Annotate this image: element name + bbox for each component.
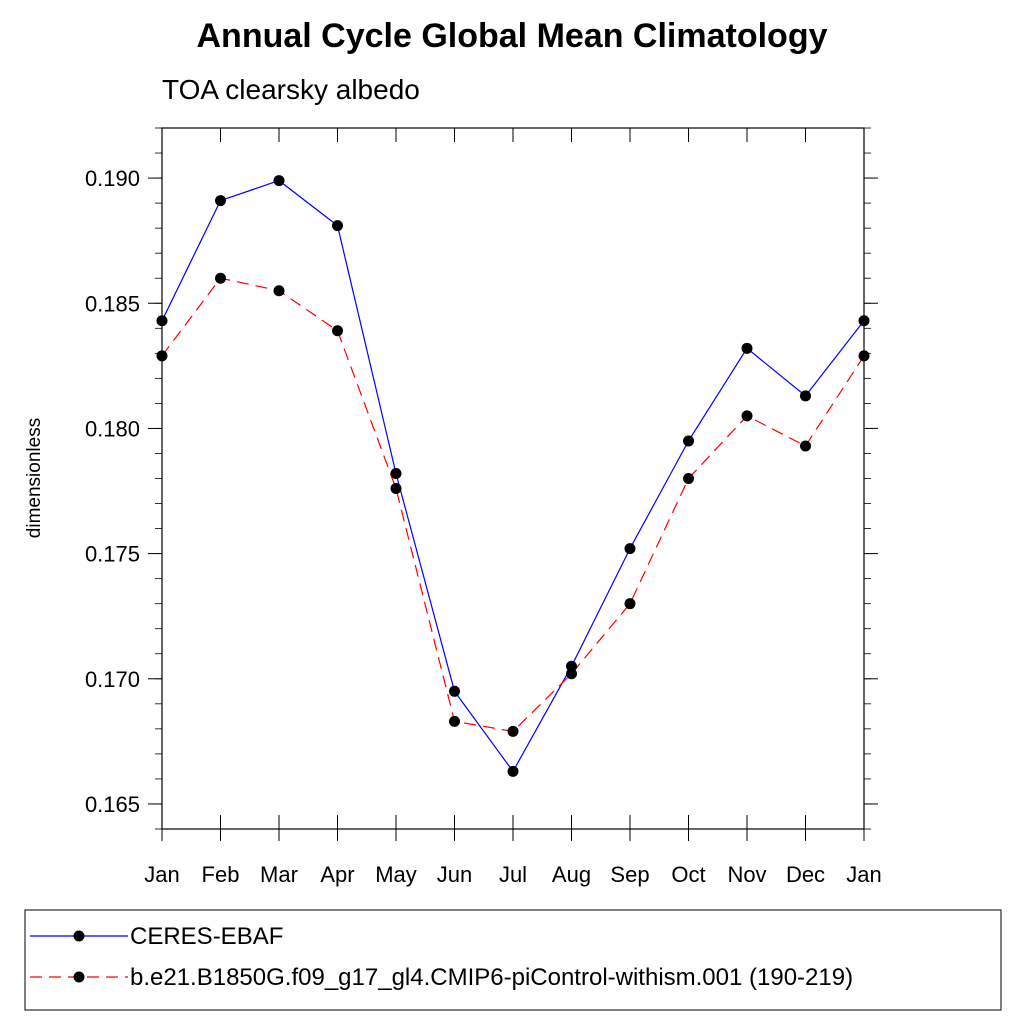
y-tick-label: 0.180 [85,416,140,441]
x-tick-label: Mar [260,862,298,887]
series-1-point [449,715,460,727]
series-line-0 [161,179,865,773]
series-1-point [156,350,168,362]
series-0-point [273,175,285,187]
series-0-point [741,342,753,354]
x-tick-label: May [375,862,417,887]
y-tick-label: 0.185 [85,291,140,316]
legend-swatch-model-marker [73,971,85,983]
series-1-point [507,725,519,737]
series-0-point [800,390,811,402]
plot-frame [161,127,865,830]
chart-title: Annual Cycle Global Mean Climatology [197,17,828,55]
x-tick-label: Apr [320,862,354,887]
y-tick-labels: 0.165 0.170 0.175 0.180 0.185 0.190 [85,166,140,817]
series-1-point [390,483,402,495]
series-layer [156,175,870,777]
series-1-point [800,440,811,452]
x-tick-label: Sep [610,862,649,887]
x-tick-label: Jan [144,862,179,887]
x-tick-label: Dec [786,862,825,887]
legend-box [24,909,1002,1011]
series-0-point [858,315,870,327]
x-tick-label: Oct [671,862,705,887]
series-1-point [566,668,577,680]
series-0-point [624,543,636,555]
series-1-point [624,598,636,610]
series-0-point [215,195,226,207]
series-0-point [332,220,343,232]
series-0-point [507,765,519,777]
series-0-point [449,685,460,697]
axis-ticks [148,127,878,841]
legend-label-ceres: CERES-EBAF [130,923,283,950]
series-line-1 [161,277,865,733]
x-tick-label: Jul [499,862,527,887]
y-tick-label: 0.170 [85,667,140,692]
legend-swatch-ceres-marker [73,930,85,942]
series-1-point [332,325,343,337]
y-tick-label: 0.165 [85,792,140,817]
x-tick-label: Aug [552,862,591,887]
y-tick-label: 0.190 [85,166,140,191]
series-1-point [858,350,870,362]
series-1-point [273,285,285,297]
x-tick-label: Nov [727,862,766,887]
y-axis-label: dimensionless [24,418,45,538]
series-0-point [683,435,694,447]
x-tick-labels: Jan Feb Mar Apr May Jun Jul Aug Sep Oct Nov Dec Jan [144,862,881,887]
series-1-point [683,473,694,484]
series-0-point [156,315,168,327]
series-0-point [390,467,402,479]
x-tick-label: Jun [437,862,472,887]
legend-label-model: b.e21.B1850G.f09_g17_gl4.CMIP6-piControl… [130,964,853,991]
x-tick-label: Feb [202,862,240,887]
chart-subtitle: TOA clearsky albedo [162,74,420,105]
series-1-point [741,410,753,422]
y-tick-label: 0.175 [85,542,140,567]
x-tick-label: Jan [846,862,881,887]
series-1-point [215,272,226,284]
